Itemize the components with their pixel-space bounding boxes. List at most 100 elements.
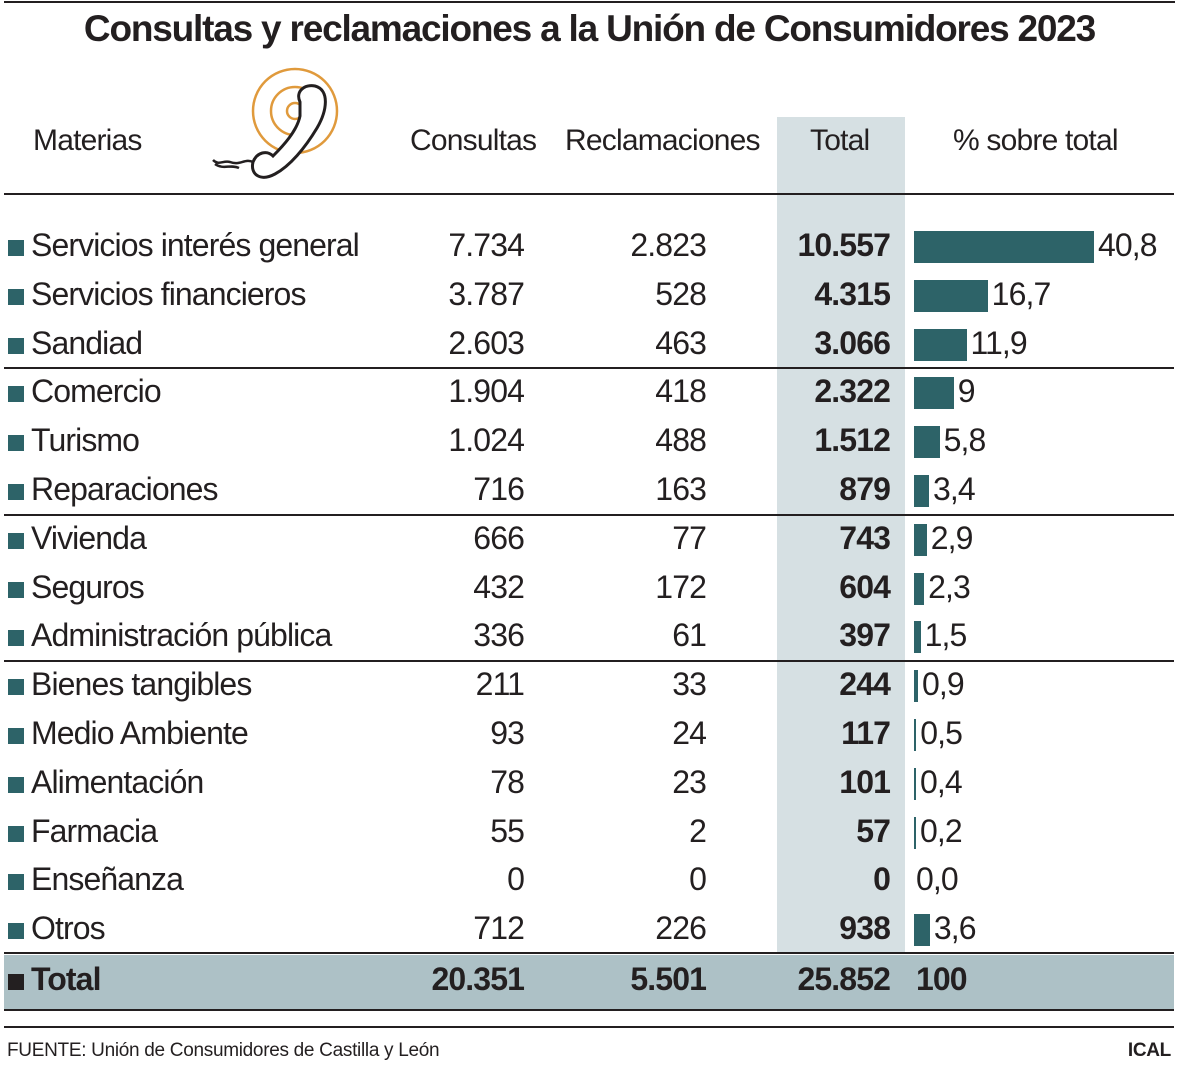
footer-rule: [4, 1026, 1174, 1028]
group-divider: [4, 367, 1174, 369]
row-marker: [8, 532, 24, 549]
total-value: 10.557: [797, 227, 891, 263]
table-row: Servicios interés general 7.734 2.823 10.55…: [0, 223, 1179, 271]
reclamaciones-value: 33: [672, 666, 707, 703]
row-marker: [8, 874, 24, 891]
row-marker: [8, 630, 24, 647]
materia-label: Otros: [31, 910, 106, 947]
total-reclamaciones: 5.501: [630, 961, 706, 997]
header-total: Total: [810, 124, 870, 157]
total-value: 117: [841, 715, 891, 751]
materia-label: Turismo: [31, 422, 140, 459]
row-marker: [8, 776, 24, 793]
pct-bar: [914, 572, 925, 605]
row-marker: [8, 288, 24, 305]
total-value: 397: [839, 617, 891, 654]
total-value: 879: [839, 471, 891, 507]
materia-label: Sandiad: [31, 324, 143, 361]
pct-bar: [914, 231, 1094, 263]
pct-bar: [914, 914, 930, 947]
pct-label: 5,8: [943, 422, 987, 459]
reclamaciones-value: 418: [655, 373, 707, 410]
materia-label: Enseñanza: [31, 861, 184, 898]
pct-label: 0,2: [920, 812, 963, 849]
consultas-value: 336: [473, 617, 525, 654]
total-value: 2.322: [814, 373, 890, 410]
pct-bar: [914, 475, 929, 507]
row-marker: [8, 386, 24, 403]
materia-label: Vivienda: [31, 519, 147, 556]
total-consultas: 20.351: [431, 961, 525, 997]
pct-bar: [914, 279, 988, 312]
total-value: 244: [839, 666, 891, 703]
materia-label: Administración pública: [31, 617, 332, 654]
table-row: Vivienda 666 77 743 2,9: [0, 516, 1179, 564]
materia-label: Comercio: [31, 373, 162, 410]
reclamaciones-value: 23: [672, 763, 707, 800]
table-row: Medio Ambiente 93 24 117 0,5: [0, 711, 1179, 759]
total-top-rule: [4, 952, 1174, 954]
pct-label: 3,4: [933, 471, 976, 507]
total-column-background: [777, 117, 905, 953]
total-bottom-rule: [4, 1009, 1174, 1011]
table-row: Seguros 432 172 604 2,3: [0, 565, 1179, 613]
pct-label: 0,9: [921, 666, 965, 703]
consultas-value: 1.024: [448, 422, 524, 459]
pct-label: 40,8: [1098, 227, 1158, 263]
reclamaciones-value: 488: [655, 422, 707, 459]
materia-label: Alimentación: [31, 763, 204, 800]
materia-label: Servicios interés general: [31, 227, 360, 263]
table-row: Turismo 1.024 488 1.512 5,8: [0, 418, 1179, 466]
row-marker: [8, 825, 24, 842]
total-value: 1.512: [814, 422, 890, 459]
reclamaciones-value: 226: [655, 910, 707, 947]
consultas-value: 716: [473, 471, 525, 507]
pct-label: 11,9: [970, 324, 1028, 361]
materia-label: Reparaciones: [31, 471, 219, 507]
consultas-value: 432: [473, 568, 525, 605]
pct-label: 1,5: [924, 617, 968, 654]
pct-label: 0,5: [920, 715, 963, 751]
pct-bar: [914, 426, 940, 459]
pct-bar: [914, 670, 918, 703]
materia-label: Seguros: [31, 568, 145, 605]
total-value: 101: [839, 763, 891, 800]
total-value: 743: [839, 519, 891, 556]
consultas-value: 3.787: [448, 275, 524, 312]
chart-title: Consultas y reclamaciones a la Unión de …: [83, 8, 1096, 49]
pct-bar: [914, 816, 916, 849]
consultas-value: 666: [473, 519, 525, 556]
row-marker: [8, 337, 24, 354]
pct-bar: [914, 767, 916, 800]
table-row: Sandiad 2.603 463 3.066 11,9: [0, 321, 1179, 369]
header-reclamaciones: Reclamaciones: [565, 124, 761, 157]
group-divider: [4, 660, 1174, 662]
reclamaciones-value: 172: [655, 568, 707, 605]
row-marker: [8, 484, 24, 500]
consultas-value: 7.734: [448, 227, 524, 263]
materia-label: Medio Ambiente: [31, 715, 249, 751]
reclamaciones-value: 2.823: [630, 227, 706, 263]
pct-label: 3,6: [933, 910, 977, 947]
total-value: 604: [839, 568, 891, 605]
pct-label: 9: [957, 373, 976, 410]
header-consultas: Consultas: [410, 124, 537, 157]
consultas-value: 55: [490, 812, 525, 849]
total-value: 938: [839, 910, 891, 947]
row-marker: [8, 728, 24, 744]
pct-bar: [914, 719, 917, 751]
materia-label: Bienes tangibles: [31, 666, 252, 703]
header-materias: Materias: [33, 124, 142, 157]
reclamaciones-value: 77: [672, 519, 707, 556]
total-total: 25.852: [797, 961, 891, 997]
pct-label: 0,0: [916, 861, 959, 898]
pct-label: 0,4: [920, 763, 963, 800]
consultas-value: 0: [507, 861, 525, 898]
header-pct: % sobre total: [953, 124, 1119, 157]
reclamaciones-value: 163: [655, 471, 707, 507]
pct-bar: [914, 621, 921, 654]
pct-bar: [914, 328, 967, 361]
reclamaciones-value: 0: [689, 861, 707, 898]
table-row: Comercio 1.904 418 2.322 9: [0, 369, 1179, 417]
total-row: Total 20.351 5.501 25.852 100: [4, 955, 1174, 1010]
